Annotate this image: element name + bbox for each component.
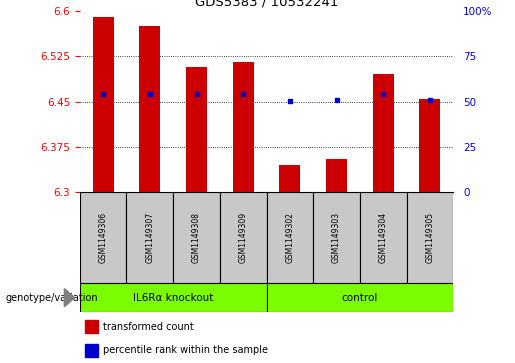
Text: GSM1149307: GSM1149307: [145, 212, 154, 263]
Bar: [326, 159, 347, 192]
Text: GSM1149305: GSM1149305: [425, 212, 434, 263]
Bar: [220, 192, 267, 283]
Bar: [80, 283, 267, 312]
Bar: [313, 192, 360, 283]
Text: GSM1149308: GSM1149308: [192, 212, 201, 263]
Bar: [93, 17, 114, 192]
Text: percentile rank within the sample: percentile rank within the sample: [103, 345, 268, 355]
Bar: [80, 192, 127, 283]
Text: genotype/variation: genotype/variation: [5, 293, 98, 303]
Bar: [127, 192, 173, 283]
Bar: [267, 283, 453, 312]
Bar: [360, 192, 406, 283]
Bar: [173, 192, 220, 283]
Text: IL6Rα knockout: IL6Rα knockout: [133, 293, 213, 303]
Bar: [233, 62, 254, 192]
Text: GSM1149303: GSM1149303: [332, 212, 341, 263]
Bar: [140, 26, 160, 192]
Bar: [373, 74, 393, 192]
Text: control: control: [341, 293, 378, 303]
Bar: [419, 99, 440, 192]
Text: GSM1149306: GSM1149306: [99, 212, 108, 263]
Text: GSM1149309: GSM1149309: [238, 212, 248, 263]
Bar: [186, 66, 207, 192]
Text: GSM1149302: GSM1149302: [285, 212, 295, 263]
Bar: [279, 165, 300, 192]
Text: transformed count: transformed count: [103, 322, 194, 332]
Text: GSM1149304: GSM1149304: [379, 212, 388, 263]
Title: GDS5383 / 10532241: GDS5383 / 10532241: [195, 0, 338, 8]
Bar: [267, 192, 313, 283]
Bar: [406, 192, 453, 283]
